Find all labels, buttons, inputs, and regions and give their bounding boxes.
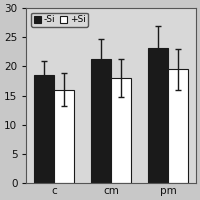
Bar bbox=[111, 78, 131, 183]
Bar bbox=[168, 69, 188, 183]
Bar bbox=[34, 75, 54, 183]
Legend: -Si, +Si: -Si, +Si bbox=[31, 13, 88, 27]
Bar bbox=[91, 59, 111, 183]
Bar bbox=[148, 48, 168, 183]
Bar bbox=[54, 90, 74, 183]
